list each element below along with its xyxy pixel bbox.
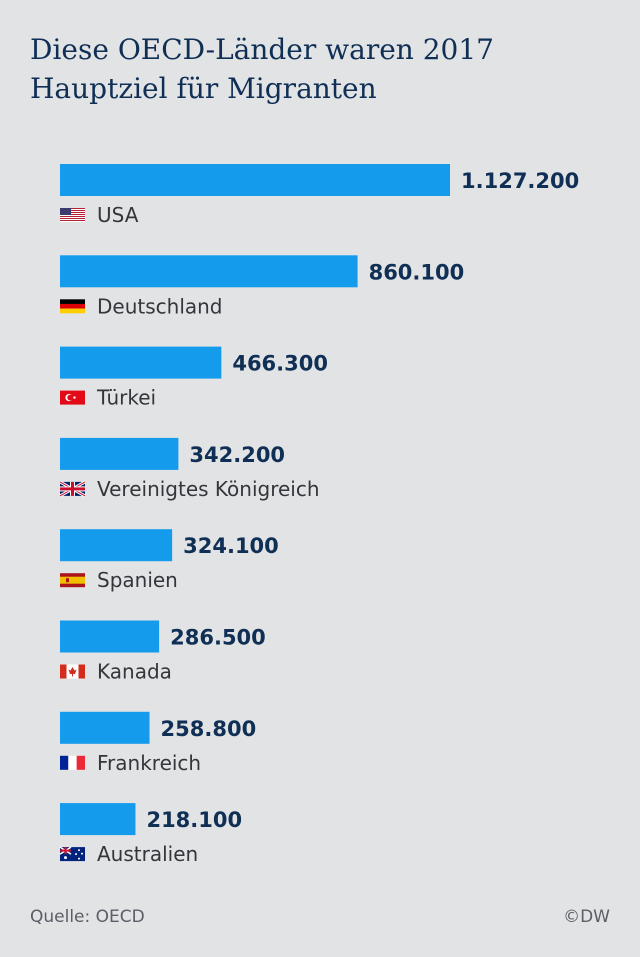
title-line-1: Diese OECD-Länder waren 2017 [30, 33, 494, 66]
category-label: USA [97, 203, 139, 227]
bar-group: 258.800 Frankreich [60, 711, 257, 775]
category-label: Türkei [96, 386, 156, 410]
us-flag-icon [60, 208, 85, 222]
value-label: 218.100 [146, 808, 242, 832]
bar [60, 711, 150, 744]
tr-flag-icon [60, 390, 85, 405]
title-line-2: Hauptziel für Migranten [30, 72, 377, 105]
es-flag-icon [60, 573, 85, 588]
value-label: 258.800 [161, 717, 257, 741]
category-label: Spanien [97, 568, 178, 592]
category-label: Australien [97, 842, 198, 866]
bar-group: 218.100 Australien [59, 803, 242, 866]
bar-group: 466.300 Türkei [60, 346, 328, 410]
bar [60, 255, 358, 288]
uk-flag-icon [59, 480, 86, 498]
bar-group: 1.127.200 USA [60, 164, 579, 227]
category-label: Deutschland [97, 294, 223, 318]
bar [60, 437, 179, 470]
ca-flag-icon [60, 664, 85, 679]
chart-title: Diese OECD-Länder waren 2017 Hauptziel f… [30, 30, 620, 108]
bar [60, 529, 173, 562]
bar-group: 860.100 Deutschland [60, 255, 464, 318]
category-label: Vereinigtes Königreich [97, 477, 320, 501]
value-label: 1.127.200 [461, 169, 579, 193]
de-flag-icon [60, 299, 85, 314]
bar [60, 164, 450, 196]
bar [60, 803, 136, 836]
source-note: Quelle: OECD [30, 907, 145, 927]
bar-group: 342.200 Vereinigtes Königreich [59, 437, 320, 501]
dw-credit: ©DW [563, 907, 610, 927]
value-label: 466.300 [232, 352, 328, 376]
bar [60, 346, 222, 379]
category-label: Frankreich [97, 751, 201, 775]
bar [60, 620, 160, 653]
category-label: Kanada [97, 660, 172, 684]
fr-flag-icon [60, 755, 85, 770]
value-label: 342.200 [189, 443, 285, 467]
bar-group: 286.500 Kanada [60, 620, 266, 684]
value-label: 286.500 [170, 626, 266, 650]
value-label: 860.100 [369, 260, 465, 284]
value-label: 324.100 [183, 534, 279, 558]
au-flag-icon [59, 846, 85, 862]
